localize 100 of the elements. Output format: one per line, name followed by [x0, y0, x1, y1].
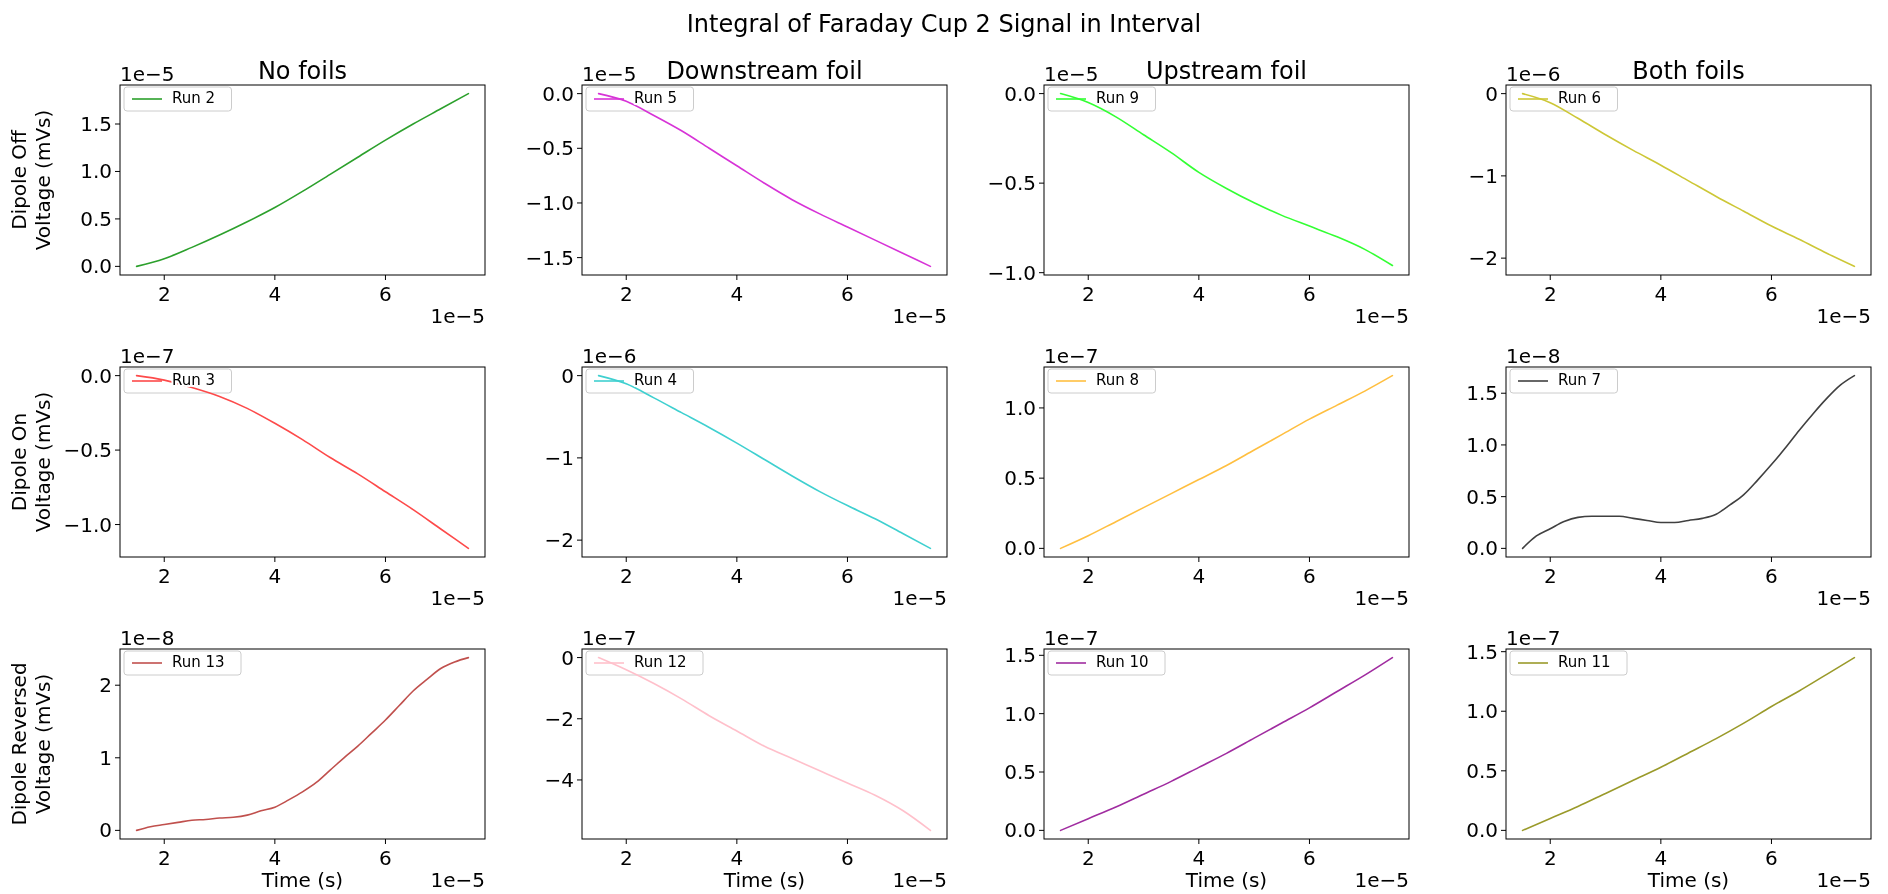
- annotation: 1e−7: [582, 626, 637, 650]
- y-tick-label: 0.5: [80, 206, 112, 231]
- x-axis-title: Time (s): [1184, 868, 1268, 892]
- annotation: 1e−6: [582, 344, 637, 368]
- y-tick-label: −1.0: [987, 260, 1036, 285]
- x-tick-label: 2: [1543, 846, 1557, 870]
- x-tick-label: 4: [1654, 564, 1668, 588]
- y-tick-label: −1: [544, 445, 574, 470]
- line-series: [1059, 374, 1394, 550]
- x-tick-label: 4: [730, 282, 744, 306]
- y-tick-label: 1.5: [80, 112, 112, 137]
- x-tick-label: 2: [619, 282, 633, 306]
- x-tick-label: 4: [730, 846, 744, 870]
- y-tick-label: 0: [561, 363, 574, 388]
- y-tick-label: 0.5: [1466, 758, 1498, 783]
- y-tick-label: 1: [99, 745, 112, 770]
- x-tick-label: 2: [157, 564, 171, 588]
- legend-label: Run 4: [634, 371, 678, 389]
- y-tick-label: 1.5: [1466, 639, 1498, 664]
- y-tick-label: −1.0: [525, 190, 574, 215]
- annotation: 1e−5: [120, 62, 175, 86]
- text: 1e−5: [430, 868, 485, 892]
- line-series: [1059, 656, 1394, 832]
- x-tick-label: 4: [1192, 564, 1206, 588]
- y-tick-label: 0.0: [80, 254, 112, 279]
- annotation: 1e−5: [1044, 62, 1099, 86]
- chart-title: No foils: [257, 57, 348, 85]
- x-tick-label: 6: [379, 282, 392, 306]
- x-tick-label: 6: [841, 564, 854, 588]
- y-tick-label: 0: [1485, 81, 1498, 106]
- annotation: 1e−7: [120, 344, 175, 368]
- annotation: 1e−6: [1506, 62, 1561, 86]
- x-tick-label: 4: [1654, 846, 1668, 870]
- legend-label: Run 8: [1096, 371, 1140, 389]
- line-series: [135, 656, 470, 832]
- legend-label: Run 11: [1558, 653, 1611, 671]
- x-tick-label: 6: [379, 846, 392, 870]
- x-tick-label: 6: [1765, 846, 1778, 870]
- annotation: 1e−5: [582, 62, 637, 86]
- x-tick-label: 2: [1081, 846, 1095, 870]
- line-series: [1521, 92, 1856, 268]
- x-tick-label: 4: [268, 846, 282, 870]
- y-tick-label: 0: [99, 818, 112, 843]
- legend-label: Run 6: [1558, 89, 1602, 107]
- line-series: [597, 374, 932, 550]
- y-tick-label: −2: [544, 528, 574, 553]
- legend-label: Run 2: [172, 89, 216, 107]
- legend-label: Run 7: [1558, 371, 1602, 389]
- y-axis-title: Dipole Off Voltage (mVs): [7, 109, 55, 251]
- y-tick-label: 0.0: [1466, 818, 1498, 843]
- text: 1e−5: [1354, 868, 1409, 892]
- y-axis-title: Dipole Reversed Voltage (mVs): [7, 662, 55, 826]
- y-tick-label: 0.0: [542, 81, 574, 106]
- y-tick-label: −1.5: [525, 245, 574, 270]
- chart-title: Upstream foil: [1145, 57, 1308, 85]
- x-tick-label: 2: [1081, 564, 1095, 588]
- line-series: [597, 92, 932, 268]
- text: 1e−5: [1816, 868, 1871, 892]
- y-tick-label: 1.5: [1466, 381, 1498, 406]
- text: 1e−5: [1354, 304, 1409, 328]
- x-tick-label: 6: [1765, 564, 1778, 588]
- x-tick-label: 6: [1303, 282, 1316, 306]
- legend-label: Run 10: [1096, 653, 1149, 671]
- chart-title: Both foils: [1632, 57, 1745, 85]
- x-tick-label: 6: [1303, 846, 1316, 870]
- x-tick-label: 6: [1765, 282, 1778, 306]
- x-tick-label: 2: [619, 564, 633, 588]
- x-tick-label: 2: [1543, 564, 1557, 588]
- legend-label: Run 13: [172, 653, 225, 671]
- legend-label: Run 5: [634, 89, 678, 107]
- legend-label: Run 12: [634, 653, 687, 671]
- text: 1e−5: [1816, 304, 1871, 328]
- y-tick-label: 0.0: [1004, 818, 1036, 843]
- y-tick-label: 0.0: [80, 363, 112, 388]
- legend-label: Run 3: [172, 371, 216, 389]
- x-tick-label: 6: [1303, 564, 1316, 588]
- y-tick-label: −1.0: [63, 512, 112, 537]
- text: 1e−5: [1816, 586, 1871, 610]
- x-tick-label: 2: [1543, 282, 1557, 306]
- y-tick-label: 1.0: [1004, 395, 1036, 420]
- x-tick-label: 2: [157, 846, 171, 870]
- y-tick-label: −0.5: [987, 171, 1036, 196]
- y-tick-label: −0.5: [63, 438, 112, 463]
- text: 1e−5: [892, 304, 947, 328]
- text: 1e−5: [1354, 586, 1409, 610]
- text: 1e−5: [430, 304, 485, 328]
- x-tick-label: 4: [268, 282, 282, 306]
- x-tick-label: 4: [1192, 282, 1206, 306]
- annotation: 1e−8: [120, 626, 175, 650]
- line-series: [1521, 656, 1856, 832]
- line-series: [1521, 374, 1856, 550]
- y-tick-label: 0.5: [1004, 760, 1036, 785]
- x-tick-label: 6: [379, 564, 392, 588]
- y-tick-label: 1.0: [80, 159, 112, 184]
- y-tick-label: −4: [544, 767, 574, 792]
- y-tick-label: 0.5: [1466, 484, 1498, 509]
- x-axis-title: Time (s): [260, 868, 344, 892]
- y-tick-label: −2: [1468, 246, 1498, 271]
- text: 1e−5: [892, 586, 947, 610]
- line-series: [135, 374, 470, 550]
